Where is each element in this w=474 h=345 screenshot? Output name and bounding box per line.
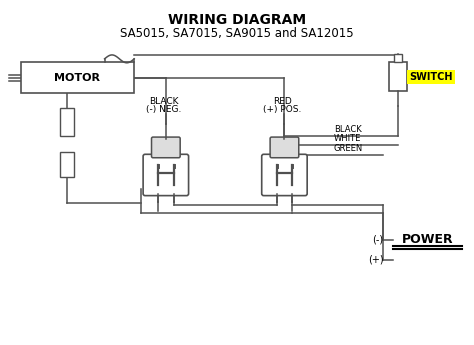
Text: WHITE: WHITE xyxy=(334,135,361,144)
Text: POWER: POWER xyxy=(402,234,454,246)
Bar xyxy=(60,108,74,136)
Text: SWITCH: SWITCH xyxy=(409,71,453,81)
Text: (+) POS.: (+) POS. xyxy=(263,105,301,114)
Text: WIRING DIAGRAM: WIRING DIAGRAM xyxy=(168,13,306,27)
Text: BLACK: BLACK xyxy=(149,97,179,106)
FancyBboxPatch shape xyxy=(143,154,189,196)
Text: (-): (-) xyxy=(372,235,383,245)
FancyBboxPatch shape xyxy=(152,137,180,158)
Text: BLACK: BLACK xyxy=(334,125,362,134)
FancyBboxPatch shape xyxy=(262,154,307,196)
Bar xyxy=(389,62,407,91)
Text: SA5015, SA7015, SA9015 and SA12015: SA5015, SA7015, SA9015 and SA12015 xyxy=(120,27,354,40)
Bar xyxy=(20,62,134,93)
Text: MOTOR: MOTOR xyxy=(55,72,100,82)
Text: (+): (+) xyxy=(368,255,383,265)
Text: RED: RED xyxy=(273,97,292,106)
Text: (-) NEG.: (-) NEG. xyxy=(146,105,182,114)
FancyBboxPatch shape xyxy=(270,137,299,158)
Bar xyxy=(60,152,74,177)
Bar xyxy=(394,54,402,62)
Text: GREEN: GREEN xyxy=(334,144,363,153)
